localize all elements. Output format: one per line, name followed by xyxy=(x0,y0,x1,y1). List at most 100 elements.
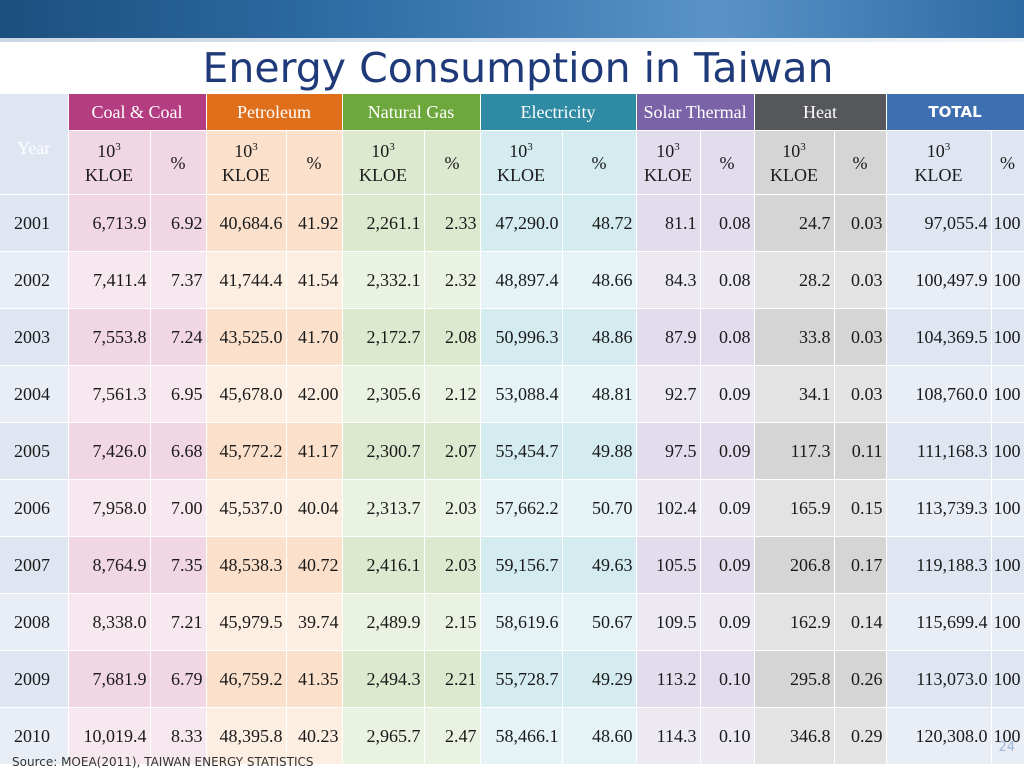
percent-cell-solar-thermal: 0.09 xyxy=(700,479,755,537)
percent-cell-electricity: 48.66 xyxy=(562,251,637,309)
unit-base: 10 xyxy=(509,140,528,161)
value-cell-total: 115,699.4 xyxy=(886,593,992,651)
percent-cell-natural-gas: 2.03 xyxy=(424,536,481,594)
value-cell-coal: 7,958.0 xyxy=(68,479,151,537)
percent-cell-electricity: 48.86 xyxy=(562,308,637,366)
unit-base: 10 xyxy=(782,140,801,161)
value-cell-coal: 7,426.0 xyxy=(68,422,151,480)
unit-name: KLOE xyxy=(497,164,545,185)
unit-exponent: 3 xyxy=(944,140,951,153)
percent-cell-electricity: 48.72 xyxy=(562,194,637,252)
percent-cell-coal: 7.37 xyxy=(150,251,207,309)
value-cell-petroleum: 48,395.8 xyxy=(206,707,287,765)
table-row: 2006 7,958.0 7.00 45,537.0 40.04 2,313.7 2.03 5… xyxy=(0,479,1024,537)
percent-cell-coal: 7.00 xyxy=(150,479,207,537)
percent-header-total: % xyxy=(991,130,1024,195)
value-cell-natural-gas: 2,489.9 xyxy=(342,593,425,651)
header-natural-gas: Natural Gas xyxy=(342,94,481,131)
percent-cell-petroleum: 41.92 xyxy=(286,194,343,252)
percent-cell-coal: 6.95 xyxy=(150,365,207,423)
value-cell-total: 120,308.0 xyxy=(886,707,992,765)
value-cell-solar-thermal: 97.5 xyxy=(636,422,701,480)
unit-exponent: 3 xyxy=(252,140,258,153)
percent-cell-petroleum: 41.70 xyxy=(286,308,343,366)
percent-header-natural-gas: % xyxy=(424,130,481,195)
header-row-categories: Year Coal & Coal Petroleum Natural Gas E… xyxy=(0,94,1024,195)
percent-cell-heat: 0.03 xyxy=(834,365,887,423)
year-cell: 2003 xyxy=(0,308,69,366)
percent-cell-electricity: 50.70 xyxy=(562,479,637,537)
percent-cell-petroleum: 41.54 xyxy=(286,251,343,309)
percent-cell-solar-thermal: 0.08 xyxy=(700,308,755,366)
percent-cell-heat: 0.03 xyxy=(834,194,887,252)
value-cell-petroleum: 46,759.2 xyxy=(206,650,287,708)
percent-cell-coal: 7.21 xyxy=(150,593,207,651)
value-cell-natural-gas: 2,965.7 xyxy=(342,707,425,765)
percent-cell-heat: 0.29 xyxy=(834,707,887,765)
unit-exponent: 3 xyxy=(800,140,806,153)
value-cell-natural-gas: 2,313.7 xyxy=(342,479,425,537)
value-cell-solar-thermal: 87.9 xyxy=(636,308,701,366)
percent-cell-natural-gas: 2.12 xyxy=(424,365,481,423)
percent-header-petroleum: % xyxy=(286,130,343,195)
percent-cell-coal: 6.68 xyxy=(150,422,207,480)
unit-header-natural-gas: 103 KLOE xyxy=(342,130,425,195)
value-cell-natural-gas: 2,494.3 xyxy=(342,650,425,708)
percent-cell-natural-gas: 2.08 xyxy=(424,308,481,366)
percent-cell-electricity: 49.63 xyxy=(562,536,637,594)
value-cell-solar-thermal: 102.4 xyxy=(636,479,701,537)
percent-cell-total: 100 xyxy=(991,707,1024,765)
value-cell-total: 108,760.0 xyxy=(886,365,992,423)
page-number: 24 xyxy=(998,740,1015,755)
value-cell-heat: 206.8 xyxy=(754,536,835,594)
header-year: Year xyxy=(0,94,69,195)
value-cell-heat: 28.2 xyxy=(754,251,835,309)
value-cell-electricity: 55,728.7 xyxy=(480,650,563,708)
value-cell-heat: 165.9 xyxy=(754,479,835,537)
percent-cell-total: 100 xyxy=(991,251,1024,309)
value-cell-natural-gas: 2,332.1 xyxy=(342,251,425,309)
percent-cell-solar-thermal: 0.09 xyxy=(700,536,755,594)
value-cell-total: 104,369.5 xyxy=(886,308,992,366)
value-cell-coal: 7,553.8 xyxy=(68,308,151,366)
source-note: Source: MOEA(2011), TAIWAN ENERGY STATIS… xyxy=(12,755,314,769)
header-heat: Heat xyxy=(754,94,887,131)
unit-base: 10 xyxy=(371,140,390,161)
percent-cell-heat: 0.03 xyxy=(834,251,887,309)
unit-header-petroleum: 103 KLOE xyxy=(206,130,287,195)
unit-base: 10 xyxy=(656,140,675,161)
percent-header-electricity: % xyxy=(562,130,637,195)
unit-base: 10 xyxy=(97,140,116,161)
value-cell-solar-thermal: 84.3 xyxy=(636,251,701,309)
value-cell-petroleum: 43,525.0 xyxy=(206,308,287,366)
table-row: 2009 7,681.9 6.79 46,759.2 41.35 2,494.3 2.21 5… xyxy=(0,650,1024,708)
percent-cell-petroleum: 42.00 xyxy=(286,365,343,423)
value-cell-solar-thermal: 114.3 xyxy=(636,707,701,765)
percent-cell-solar-thermal: 0.09 xyxy=(700,422,755,480)
value-cell-natural-gas: 2,261.1 xyxy=(342,194,425,252)
header-solar-thermal: Solar Thermal xyxy=(636,94,755,131)
value-cell-solar-thermal: 92.7 xyxy=(636,365,701,423)
percent-cell-solar-thermal: 0.08 xyxy=(700,194,755,252)
unit-name: KLOE xyxy=(644,164,692,185)
value-cell-total: 113,073.0 xyxy=(886,650,992,708)
year-cell: 2007 xyxy=(0,536,69,594)
value-cell-petroleum: 40,684.6 xyxy=(206,194,287,252)
value-cell-electricity: 57,662.2 xyxy=(480,479,563,537)
table-row: 2010 10,019.4 8.33 48,395.8 40.23 2,965.7 2.47… xyxy=(0,707,1024,765)
unit-header-coal: 103 KLOE xyxy=(68,130,151,195)
percent-cell-solar-thermal: 0.08 xyxy=(700,251,755,309)
percent-cell-electricity: 49.29 xyxy=(562,650,637,708)
percent-cell-heat: 0.14 xyxy=(834,593,887,651)
percent-cell-solar-thermal: 0.10 xyxy=(700,707,755,765)
unit-exponent: 3 xyxy=(527,140,533,153)
value-cell-coal: 7,411.4 xyxy=(68,251,151,309)
value-cell-heat: 162.9 xyxy=(754,593,835,651)
unit-header-heat: 103 KLOE xyxy=(754,130,835,195)
table-row: 2004 7,561.3 6.95 45,678.0 42.00 2,305.6 2.12 5… xyxy=(0,365,1024,423)
percent-cell-petroleum: 39.74 xyxy=(286,593,343,651)
header-total: TOTAL xyxy=(886,94,1024,131)
unit-header-total: 103 KLOE xyxy=(886,130,992,195)
percent-cell-heat: 0.15 xyxy=(834,479,887,537)
value-cell-natural-gas: 2,305.6 xyxy=(342,365,425,423)
